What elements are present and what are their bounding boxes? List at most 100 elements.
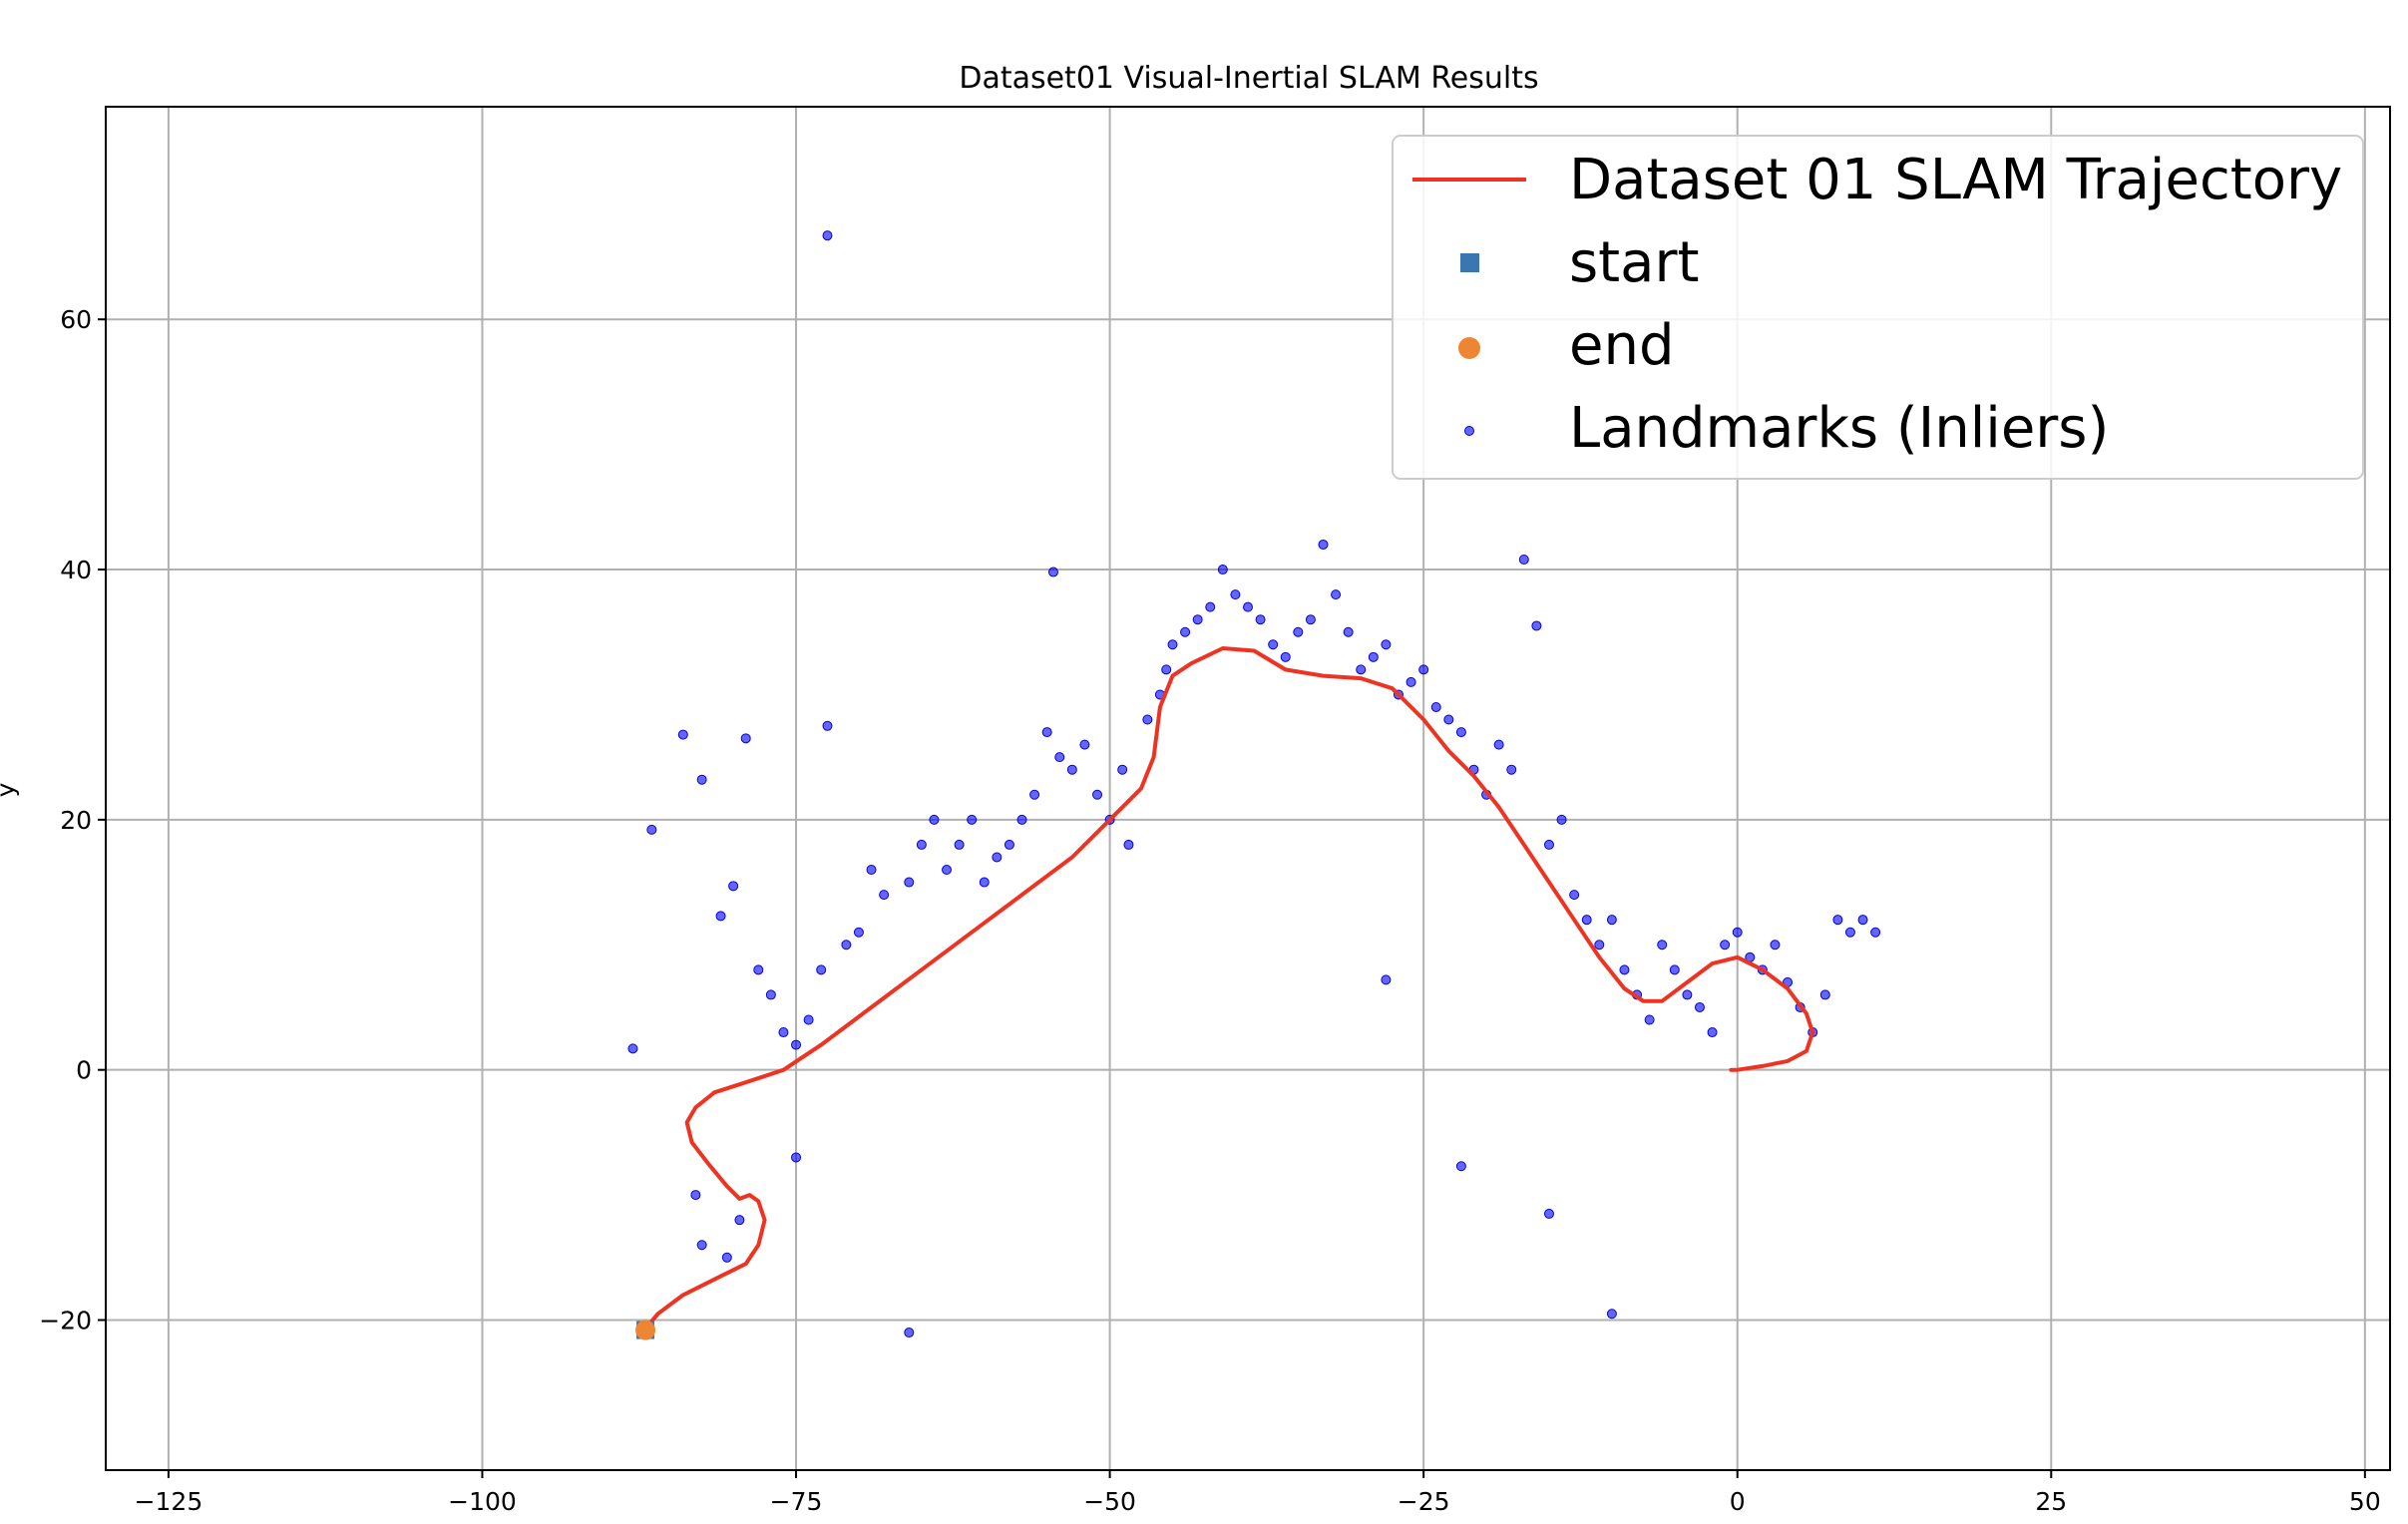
y-tick-label: −20 — [39, 1307, 92, 1335]
landmark-point — [1243, 601, 1253, 612]
landmark-point — [929, 814, 940, 825]
landmark-point — [1041, 727, 1052, 738]
landmark-point — [816, 964, 827, 975]
landmark-point — [853, 927, 864, 938]
landmark-point — [954, 839, 965, 850]
landmark-point — [841, 940, 852, 951]
landmark-point — [791, 1039, 802, 1050]
landmark-point — [1430, 701, 1441, 712]
landmark-point — [646, 824, 657, 835]
landmark-point — [677, 729, 688, 740]
y-tick-label: 40 — [60, 556, 92, 584]
landmark-point — [822, 230, 833, 241]
landmark-point — [1870, 927, 1881, 938]
landmark-point — [1331, 589, 1342, 600]
landmark-point — [1167, 639, 1178, 650]
landmark-point — [1455, 1161, 1466, 1172]
legend-start-label: start — [1569, 230, 1699, 295]
landmark-point — [1123, 839, 1134, 850]
end-marker — [635, 1320, 656, 1340]
landmark-point — [1117, 764, 1128, 775]
landmark-point — [1280, 651, 1291, 662]
landmark-point — [1619, 964, 1630, 975]
landmark-point — [1180, 626, 1191, 637]
landmark-point — [1493, 739, 1504, 750]
landmark-point — [1161, 664, 1172, 675]
landmark-point — [1268, 639, 1279, 650]
legend-box — [1392, 135, 2364, 480]
landmark-point — [866, 865, 877, 876]
landmark-point — [1079, 739, 1090, 750]
landmark-point — [1857, 915, 1868, 926]
y-tick-label: 0 — [76, 1056, 92, 1085]
landmark-point — [696, 1240, 707, 1251]
axis-ticks: −125 −100 −75 −50 −25 0 25 50 −20 0 20 40 60 — [39, 305, 2381, 1516]
landmark-point — [1016, 814, 1027, 825]
landmark-point — [1644, 1014, 1655, 1025]
landmark-point — [1669, 964, 1680, 975]
landmark-point — [1381, 974, 1392, 985]
legend-start-swatch — [1460, 253, 1479, 272]
chart-title: Dataset01 Visual-Inertial SLAM Results — [959, 61, 1538, 96]
landmark-point — [1832, 915, 1843, 926]
x-tick-label: 50 — [2349, 1487, 2381, 1516]
landmark-point — [1543, 839, 1554, 850]
landmark-point — [1594, 940, 1605, 951]
plot-area — [627, 230, 1881, 1340]
y-tick-label: 60 — [60, 305, 92, 334]
x-tick-label: −100 — [448, 1487, 517, 1516]
landmark-point — [1606, 1309, 1617, 1320]
landmark-point — [721, 1252, 732, 1263]
landmark-point — [904, 877, 915, 888]
landmark-point — [1556, 814, 1567, 825]
landmark-point — [696, 774, 707, 785]
landmark-point — [992, 852, 1003, 863]
landmark-point — [822, 720, 833, 731]
y-axis-label: y — [0, 782, 20, 797]
landmark-point — [879, 890, 890, 901]
landmark-point — [916, 839, 927, 850]
landmark-point — [1142, 714, 1153, 725]
landmark-point — [627, 1043, 638, 1054]
landmark-point — [1029, 789, 1040, 800]
landmark-point — [1770, 940, 1781, 951]
landmark-point — [1003, 839, 1014, 850]
landmark-point — [1569, 890, 1580, 901]
landmark-point — [1192, 614, 1203, 625]
landmark-point — [1305, 614, 1316, 625]
landmark-point — [690, 1190, 701, 1201]
landmark-point — [1205, 601, 1216, 612]
landmark-point — [979, 877, 990, 888]
legend-landmarks-swatch — [1464, 426, 1474, 436]
landmark-point — [1054, 752, 1065, 763]
landmark-point — [1066, 764, 1077, 775]
landmark-point — [1606, 915, 1617, 926]
landmark-point — [715, 911, 726, 922]
landmark-point — [1047, 567, 1058, 577]
landmark-point — [1418, 664, 1429, 675]
landmark-point — [1368, 651, 1379, 662]
landmark-point — [1707, 1027, 1718, 1038]
x-tick-label: −75 — [770, 1487, 823, 1516]
landmark-point — [1230, 589, 1241, 600]
landmark-point — [753, 964, 764, 975]
landmark-point — [1657, 940, 1668, 951]
landmark-point — [1819, 989, 1830, 1000]
landmark-point — [1455, 727, 1466, 738]
landmark-point — [1506, 764, 1517, 775]
plot-frame — [105, 106, 2391, 1471]
x-tick-label: −50 — [1083, 1487, 1136, 1516]
landmark-point — [778, 1027, 789, 1038]
landmark-point — [967, 814, 978, 825]
landmark-point — [942, 865, 953, 876]
landmark-point — [1343, 626, 1354, 637]
landmark-point — [1720, 940, 1731, 951]
landmark-point — [1844, 927, 1855, 938]
x-tick-label: −125 — [135, 1487, 203, 1516]
landmark-point — [1732, 927, 1743, 938]
landmark-point — [728, 881, 739, 892]
landmark-point — [1217, 565, 1228, 575]
landmark-point — [1293, 626, 1304, 637]
landmark-point — [740, 733, 751, 744]
